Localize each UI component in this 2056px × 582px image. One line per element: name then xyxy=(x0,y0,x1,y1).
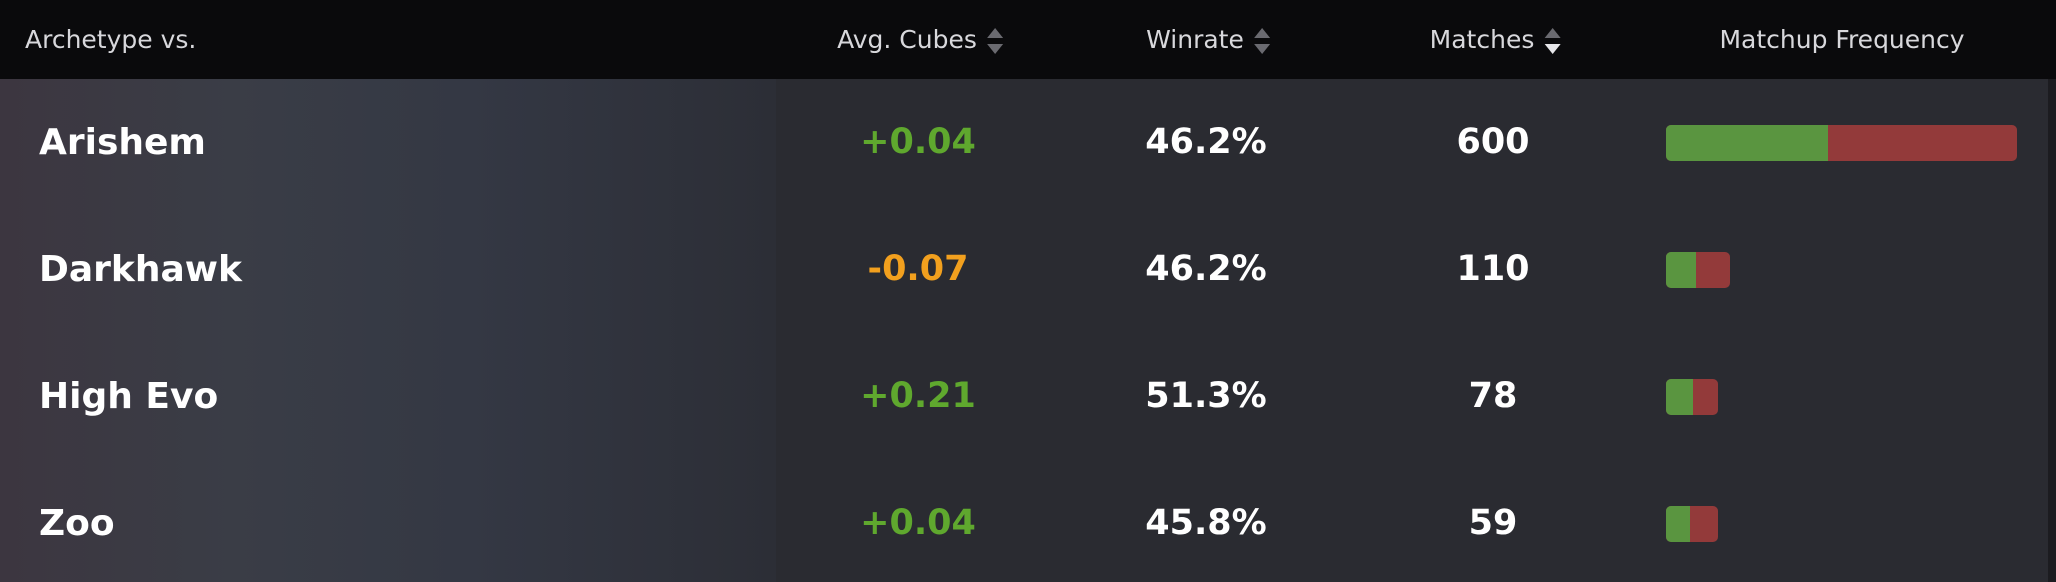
archetype-name: Arishem xyxy=(39,122,206,163)
winrate: 46.2% xyxy=(1145,122,1267,162)
win-share xyxy=(1666,125,1829,161)
archetype-art xyxy=(0,206,776,333)
avg-cubes: +0.21 xyxy=(860,376,976,416)
winrate: 45.8% xyxy=(1145,503,1267,543)
header-text: Matches xyxy=(1429,25,1535,54)
table-row[interactable]: Arishem +0.04 46.2% 600 xyxy=(0,79,2048,207)
avg-cubes: +0.04 xyxy=(860,503,976,543)
header-text: Winrate xyxy=(1146,25,1244,54)
matches: 59 xyxy=(1468,503,1518,543)
matches: 78 xyxy=(1468,376,1518,416)
winrate: 46.2% xyxy=(1145,249,1267,289)
win-share xyxy=(1666,252,1696,288)
win-share xyxy=(1666,506,1690,542)
table-header: Archetype vs. Avg. Cubes Winrate Matches… xyxy=(0,0,2056,79)
header-avg-cubes[interactable]: Avg. Cubes xyxy=(837,0,1003,79)
header-archetype: Archetype vs. xyxy=(25,0,196,79)
archetype-art xyxy=(0,333,776,460)
archetype-name: Darkhawk xyxy=(39,249,242,290)
header-frequency: Matchup Frequency xyxy=(1719,0,1964,79)
avg-cubes: +0.04 xyxy=(860,122,976,162)
archetype-art xyxy=(0,79,776,206)
winrate: 51.3% xyxy=(1145,376,1267,416)
archetype-name: High Evo xyxy=(39,376,219,417)
header-text: Matchup Frequency xyxy=(1719,25,1965,54)
avg-cubes: -0.07 xyxy=(867,249,969,289)
table-row[interactable]: High Evo +0.21 51.3% 78 xyxy=(0,333,2048,461)
archetype-name: Zoo xyxy=(39,503,115,544)
header-text: Avg. Cubes xyxy=(837,25,977,54)
matches: 110 xyxy=(1456,249,1530,289)
header-text: Archetype vs. xyxy=(25,25,197,54)
header-winrate[interactable]: Winrate xyxy=(1146,0,1270,79)
archetype-art xyxy=(0,460,776,582)
win-share xyxy=(1666,379,1693,415)
table-row[interactable]: Zoo +0.04 45.8% 59 xyxy=(0,460,2048,582)
sort-icon[interactable] xyxy=(1544,26,1561,56)
scroll-edge xyxy=(2048,79,2056,582)
sort-icon[interactable] xyxy=(986,26,1003,56)
frequency-bar xyxy=(1666,506,1718,542)
frequency-bar xyxy=(1666,252,1731,288)
header-matches[interactable]: Matches xyxy=(1430,0,1561,79)
table-row[interactable]: Darkhawk -0.07 46.2% 110 xyxy=(0,206,2048,334)
sort-icon[interactable] xyxy=(1253,26,1270,56)
frequency-bar xyxy=(1666,125,2017,161)
matches: 600 xyxy=(1456,122,1530,162)
frequency-bar xyxy=(1666,379,1718,415)
